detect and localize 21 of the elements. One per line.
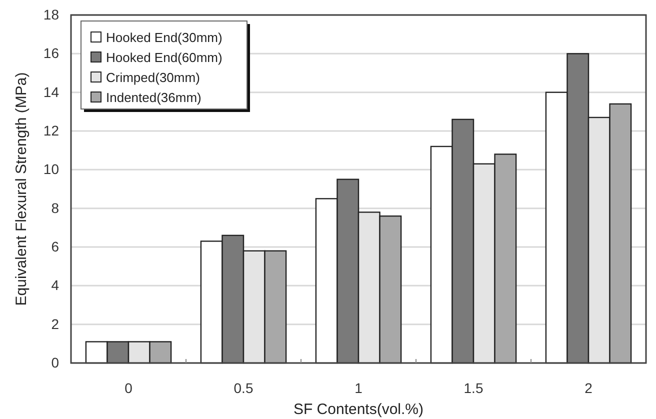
x-tick-label: 0 [124,380,133,396]
legend-label: Hooked End(30mm) [106,30,222,45]
x-tick-label: 0.5 [234,380,254,396]
y-tick-label: 8 [51,200,60,216]
x-axis-title: SF Contents(vol.%) [293,401,424,418]
y-tick-label: 12 [43,122,60,138]
x-tick-label: 1 [354,380,363,396]
x-tick-label: 1.5 [464,380,484,396]
y-tick-label: 10 [43,161,60,178]
y-tick-label: 6 [51,238,60,254]
y-tick-label: 18 [43,6,60,22]
y-tick-label: 4 [51,277,60,294]
y-tick-label: 2 [51,316,60,332]
y-tick-label: 14 [43,84,60,100]
x-tick-label: 2 [584,380,593,396]
legend-label: Hooked End(60mm) [106,50,222,65]
y-tick-label: 0 [51,354,60,370]
y-axis-title: Equivalent Flexural Strength (MPa) [13,72,30,306]
y-tick-label: 16 [43,45,60,62]
legend-label: Crimped(30mm) [106,70,200,85]
legend-label: Indented(36mm) [106,90,202,105]
